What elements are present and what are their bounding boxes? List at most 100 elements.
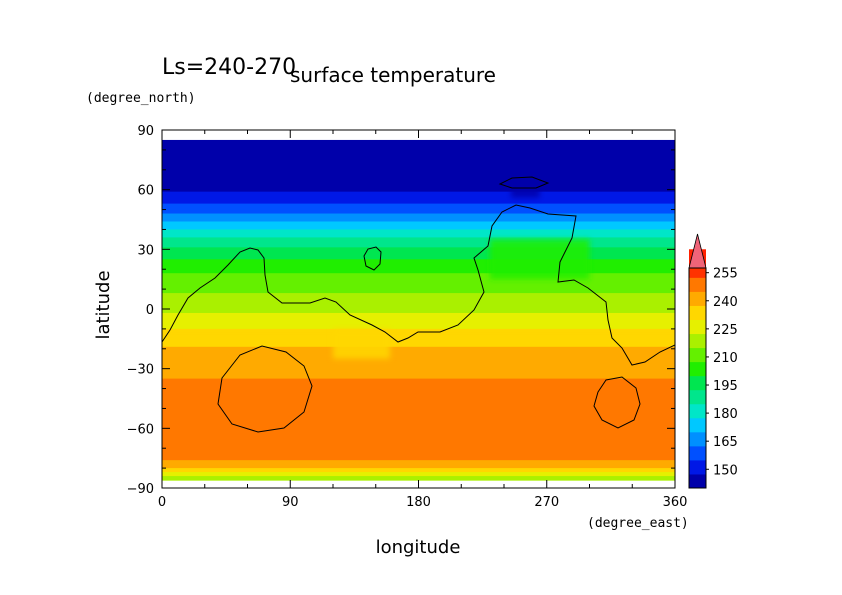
heatmap-band bbox=[162, 444, 675, 447]
heatmap-band bbox=[162, 408, 675, 412]
colorbar-bin bbox=[689, 305, 706, 320]
heatmap-band bbox=[162, 382, 675, 386]
heatmap-band bbox=[162, 165, 675, 169]
y-tick-label: 90 bbox=[137, 124, 154, 139]
heatmap-band bbox=[162, 430, 675, 433]
heatmap-band bbox=[162, 157, 675, 161]
heatmap-band bbox=[162, 259, 675, 262]
heatmap-band bbox=[162, 213, 675, 217]
heatmap-band bbox=[162, 478, 675, 481]
heatmap-band bbox=[162, 468, 675, 471]
heatmap-band bbox=[162, 378, 675, 382]
heatmap-band bbox=[162, 354, 675, 358]
heatmap-band bbox=[162, 179, 675, 183]
heatmap-band bbox=[162, 434, 675, 437]
heatmap-band bbox=[162, 334, 675, 338]
x-axis: 0 90 180 270 360 bbox=[158, 130, 687, 510]
heatmap-band bbox=[162, 305, 675, 308]
heatmap-band bbox=[162, 231, 675, 235]
colorbar-label: 180 bbox=[713, 407, 738, 422]
heatmap-band bbox=[162, 271, 675, 274]
heatmap-band bbox=[162, 462, 675, 465]
contour-line-main bbox=[162, 204, 675, 366]
heatmap-band bbox=[162, 277, 675, 280]
heatmap-band bbox=[162, 239, 675, 242]
heatmap-band bbox=[162, 173, 675, 177]
heatmap-band bbox=[162, 416, 675, 419]
heatmap-patch bbox=[333, 328, 390, 359]
colorbar-bin bbox=[689, 375, 706, 391]
heatmap-band bbox=[162, 253, 675, 256]
colorbar-label: 150 bbox=[713, 463, 738, 478]
heatmap-band bbox=[162, 297, 675, 300]
heatmap-band bbox=[162, 316, 675, 320]
heatmap-band bbox=[162, 201, 675, 205]
heatmap-band bbox=[162, 257, 675, 260]
heatmap-band bbox=[162, 193, 675, 197]
heatmap-band bbox=[162, 420, 675, 423]
colorbar-bin bbox=[689, 347, 706, 363]
heatmap-band bbox=[162, 251, 675, 254]
heatmap-band bbox=[162, 470, 675, 473]
heatmap-band bbox=[162, 247, 675, 250]
heatmap-band bbox=[162, 245, 675, 248]
heatmap-band bbox=[162, 235, 675, 238]
heatmap-band bbox=[162, 275, 675, 278]
heatmap-band bbox=[162, 360, 675, 364]
heatmap-band bbox=[162, 426, 675, 429]
colorbar-label: 165 bbox=[713, 435, 738, 450]
heatmap-band bbox=[162, 215, 675, 219]
heatmap-band bbox=[162, 195, 675, 199]
heatmap-band bbox=[162, 436, 675, 439]
colorbar-bin bbox=[689, 459, 706, 475]
heatmap-band bbox=[162, 167, 675, 171]
heatmap-band bbox=[162, 438, 675, 441]
heatmap-band bbox=[162, 432, 675, 435]
colorbar-label: 210 bbox=[713, 351, 738, 366]
heatmap-band bbox=[162, 309, 675, 312]
contour-line-island bbox=[363, 246, 382, 271]
colorbar-bin bbox=[689, 361, 706, 377]
x-axis-title: longitude bbox=[376, 537, 461, 558]
heatmap-band bbox=[162, 269, 675, 272]
heatmap-band bbox=[162, 255, 675, 258]
heatmap-band bbox=[162, 191, 675, 195]
heatmap-band bbox=[162, 350, 675, 354]
colorbar-bin bbox=[689, 291, 706, 306]
colorbar-bin bbox=[689, 431, 706, 447]
heatmap-band bbox=[162, 189, 675, 193]
heatmap-band bbox=[162, 466, 675, 469]
heatmap-band bbox=[162, 207, 675, 211]
heatmap-band bbox=[162, 380, 675, 384]
heatmap-band bbox=[162, 324, 675, 328]
y-tick-label: 60 bbox=[137, 184, 154, 199]
heatmap-band bbox=[162, 356, 675, 360]
contour-line-argyre bbox=[593, 376, 641, 429]
colorbar-label: 240 bbox=[713, 295, 738, 310]
heatmap-band bbox=[162, 366, 675, 370]
heatmap-band bbox=[162, 376, 675, 380]
heatmap-band bbox=[162, 291, 675, 294]
x-tick-label: 180 bbox=[406, 495, 431, 510]
heatmap-band bbox=[162, 249, 675, 252]
heatmap-patches bbox=[333, 185, 590, 359]
heatmap-band bbox=[162, 412, 675, 416]
heatmap-patch bbox=[511, 185, 540, 198]
heatmap-band bbox=[162, 261, 675, 264]
heatmap-band bbox=[162, 374, 675, 378]
contour-lines bbox=[162, 176, 675, 433]
heatmap-band bbox=[162, 314, 675, 318]
heatmap-band bbox=[162, 464, 675, 467]
heatmap-band bbox=[162, 221, 675, 225]
heatmap-band bbox=[162, 299, 675, 302]
heatmap-band bbox=[162, 344, 675, 348]
heatmap-band bbox=[162, 410, 675, 414]
heatmap-band bbox=[162, 342, 675, 346]
heatmap-band bbox=[162, 289, 675, 292]
y-axis: 90 60 30 0 −30 −60 −90 bbox=[127, 124, 675, 497]
heatmap-band bbox=[162, 450, 675, 453]
heatmap-band bbox=[162, 187, 675, 191]
y-tick-label: −90 bbox=[127, 482, 154, 497]
heatmap-band bbox=[162, 396, 675, 400]
heatmap-band bbox=[162, 227, 675, 231]
